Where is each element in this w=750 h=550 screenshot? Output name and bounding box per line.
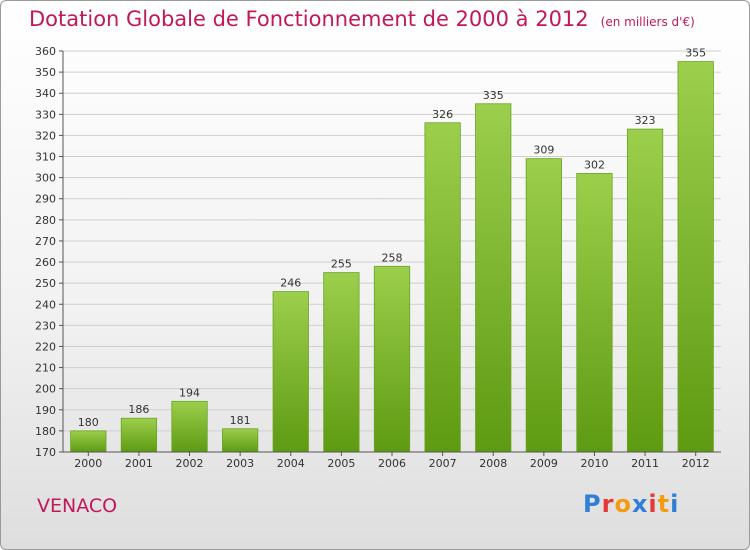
x-tick-label: 2000 [74, 457, 102, 470]
x-tick-label: 2002 [176, 457, 204, 470]
x-tick-label: 2003 [226, 457, 254, 470]
chart-title: Dotation Globale de Fonctionnement de 20… [29, 7, 695, 31]
logo-letter: t [657, 490, 671, 518]
bar-2001 [120, 417, 158, 453]
bar-2010 [576, 173, 613, 453]
x-tick-label: 2008 [479, 457, 507, 470]
bar-2012 [677, 61, 714, 453]
logo-letter: o [614, 490, 632, 518]
data-label: 323 [635, 114, 656, 127]
y-tick-label: 340 [35, 87, 56, 100]
bar-2007 [424, 122, 461, 453]
data-label: 355 [685, 47, 706, 60]
data-label: 335 [483, 89, 504, 102]
logo-letter: i [670, 490, 680, 518]
y-tick-label: 280 [35, 214, 56, 227]
y-tick-label: 290 [35, 193, 56, 206]
data-label: 181 [230, 414, 251, 427]
y-tick-label: 360 [35, 45, 56, 58]
y-tick-label: 300 [35, 172, 56, 185]
y-tick-label: 210 [35, 362, 56, 375]
y-tick-label: 240 [35, 298, 56, 311]
y-tick-label: 180 [35, 425, 56, 438]
logo-letter: x [631, 490, 649, 518]
data-label: 309 [533, 144, 554, 157]
bars: 180 186 194 181 246 255 258 326 335 309 302 323 355 [70, 47, 714, 453]
bar-2000 [70, 430, 107, 453]
logo-letter: P [583, 490, 602, 518]
x-tick-label: 2012 [682, 457, 710, 470]
data-label: 180 [78, 416, 99, 429]
x-tick-label: 2004 [277, 457, 305, 470]
x-tick-label: 2001 [125, 457, 153, 470]
bar-2002 [171, 400, 208, 453]
title-text: Dotation Globale de Fonctionnement de 20… [29, 7, 589, 31]
y-tick-label: 220 [35, 340, 56, 353]
x-tick-label: 2011 [631, 457, 659, 470]
bar-2004 [272, 291, 309, 453]
bar-2006 [373, 265, 411, 453]
y-axis-ticks: 170 180 190 200 210 220 230 240 250 260 270 280 290 3… [35, 45, 63, 459]
y-tick-label: 230 [35, 319, 56, 332]
town-name: VENACO [37, 495, 118, 517]
data-label: 302 [584, 158, 605, 171]
bar-2005 [323, 272, 360, 453]
y-tick-label: 170 [35, 446, 56, 459]
y-tick-label: 330 [35, 108, 56, 121]
logo-letter: r [601, 490, 615, 518]
y-tick-label: 310 [35, 151, 56, 164]
data-label: 246 [280, 277, 301, 290]
proxiti-logo: Proxiti [583, 490, 679, 518]
x-tick-label: 2009 [530, 457, 558, 470]
y-tick-label: 250 [35, 277, 56, 290]
y-tick-label: 270 [35, 235, 56, 248]
unit-subtitle: (en milliers d'€) [600, 15, 695, 29]
logo-letter: i [648, 490, 658, 518]
data-label: 326 [432, 108, 453, 121]
bar-2011 [626, 128, 664, 453]
y-tick-label: 260 [35, 256, 56, 269]
data-label: 186 [128, 403, 149, 416]
bar-2003 [222, 428, 259, 453]
data-label: 258 [382, 251, 403, 264]
x-tick-label: 2007 [429, 457, 457, 470]
x-tick-label: 2010 [580, 457, 608, 470]
x-tick-label: 2005 [327, 457, 355, 470]
data-label: 255 [331, 258, 352, 271]
y-tick-label: 320 [35, 129, 56, 142]
x-axis-ticks: 2000 2001 2002 2003 2004 2005 2006 2007 2008 2009… [74, 452, 710, 470]
y-tick-label: 200 [35, 383, 56, 396]
bar-2008 [475, 103, 512, 453]
y-tick-label: 190 [35, 404, 56, 417]
data-label: 194 [179, 386, 200, 399]
x-tick-label: 2006 [378, 457, 406, 470]
bar-2009 [525, 158, 562, 453]
y-tick-label: 350 [35, 66, 56, 79]
